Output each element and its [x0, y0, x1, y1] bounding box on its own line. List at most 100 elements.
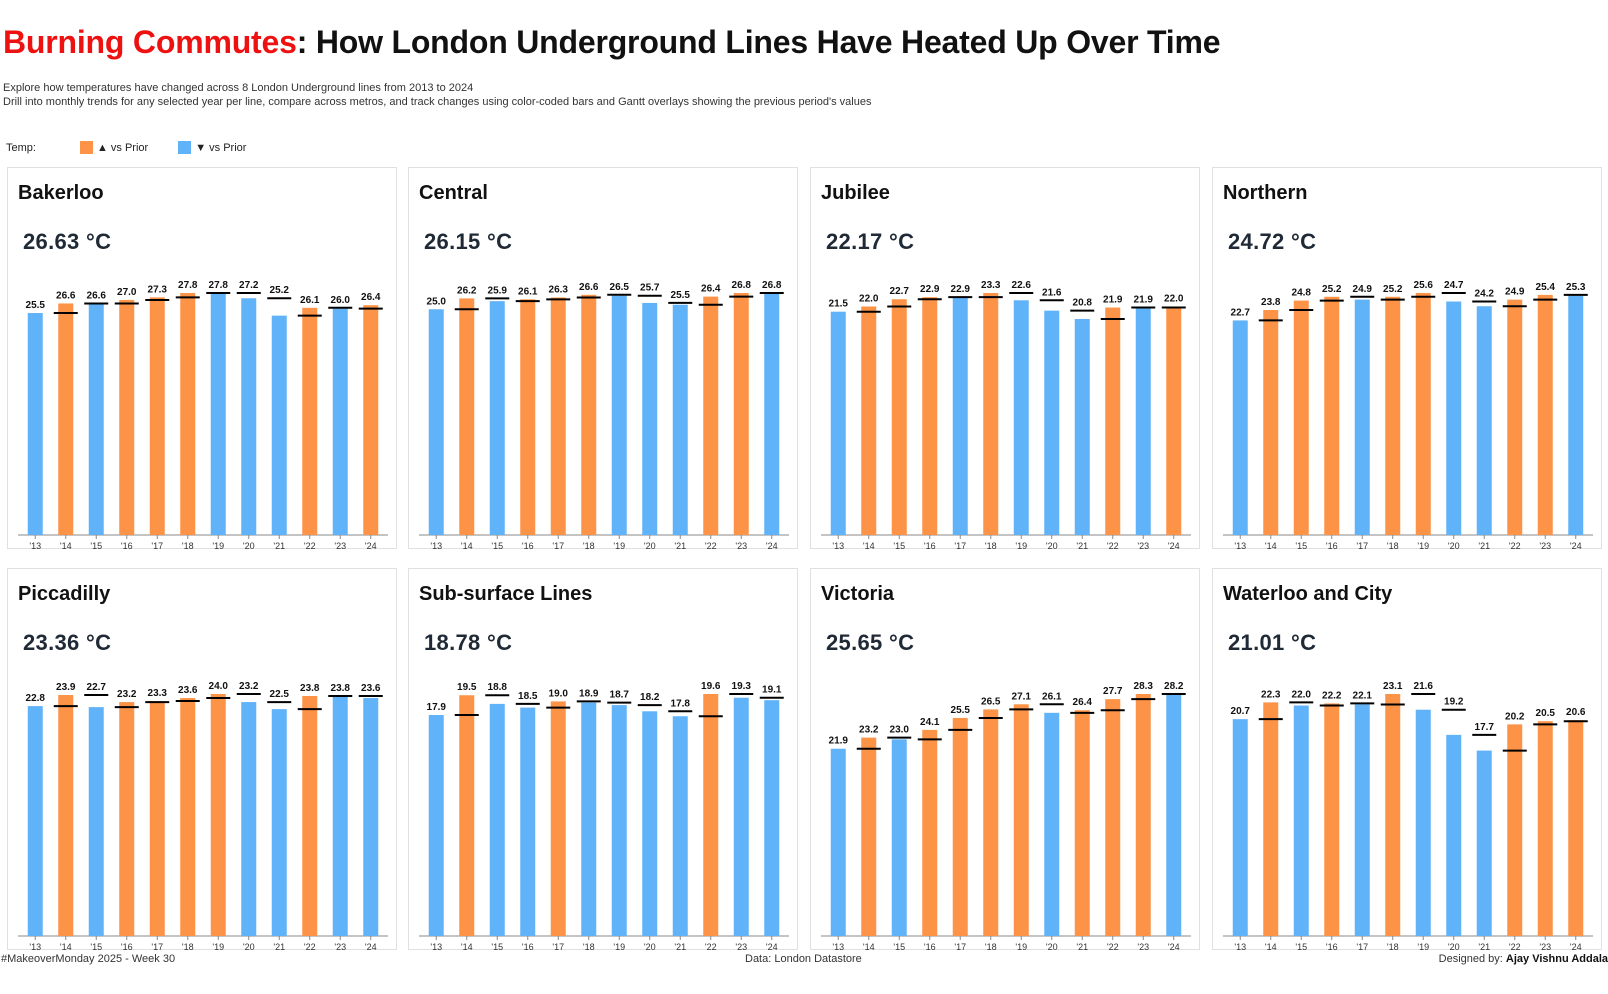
x-tick-label: '22 [304, 541, 316, 550]
bar-15 [489, 301, 505, 535]
x-tick-label: '17 [552, 541, 564, 550]
data-label: 28.3 [1134, 681, 1154, 692]
x-tick-label: '17 [151, 942, 163, 951]
bar-24 [1166, 694, 1182, 936]
x-tick-label: '19 [212, 541, 224, 550]
x-tick-label: '17 [954, 942, 966, 951]
data-label: 18.5 [518, 691, 538, 702]
x-tick-label: '14 [461, 541, 473, 550]
x-tick-label: '18 [1387, 942, 1399, 951]
subtitle-line-2: Drill into monthly trends for any select… [3, 96, 872, 108]
bar-chart: 22.7 '13 23.8 '14 24.8 '15 25.2 '16 24.9 '17 25.2 '… [1223, 280, 1593, 550]
data-label: 18.7 [610, 690, 630, 701]
bar-16 [119, 299, 135, 535]
bar-17 [149, 297, 165, 535]
chart-panel-central: Central 26.15 °C 25.0 '13 26.2 '14 25.9 '15 26.1… [408, 167, 798, 550]
panel-title: Victoria [821, 583, 894, 605]
x-tick-label: '24 [766, 541, 778, 550]
bar-19 [1415, 709, 1431, 936]
bar-chart: 20.7 '13 22.3 '14 22.0 '15 22.2 '16 22.1 '17 23.1 '… [1223, 681, 1593, 951]
data-label: 24.1 [920, 717, 940, 728]
bar-19 [1415, 293, 1431, 535]
data-label: 21.5 [829, 299, 849, 310]
data-label: 23.2 [117, 689, 137, 700]
bar-18 [983, 293, 999, 535]
x-tick-label: '17 [954, 541, 966, 550]
panel-average: 18.78 °C [424, 630, 513, 655]
x-tick-label: '22 [1107, 541, 1119, 550]
panel-average: 26.15 °C [424, 229, 513, 254]
bar-18 [1385, 694, 1401, 936]
x-tick-label: '24 [365, 942, 377, 951]
legend-label: Temp: [6, 141, 36, 154]
data-label: 23.3 [981, 280, 1001, 291]
x-tick-label: '17 [552, 942, 564, 951]
footer-hashtag: #MakeoverMonday 2025 - Week 30 [1, 953, 176, 965]
x-tick-label: '22 [1509, 942, 1521, 951]
bar-17 [1354, 704, 1370, 936]
bar-13 [1232, 320, 1248, 535]
bar-23 [1537, 294, 1553, 535]
data-label: 24.9 [1353, 284, 1373, 295]
x-tick-label: '20 [1046, 541, 1058, 550]
bar-22 [703, 694, 719, 936]
data-label: 19.6 [701, 681, 721, 692]
data-label: 26.0 [331, 295, 351, 306]
data-label: 26.1 [518, 286, 538, 297]
data-label: 23.6 [361, 683, 381, 694]
x-tick-label: '13 [430, 541, 442, 550]
data-label: 17.7 [1475, 722, 1495, 733]
data-label: 26.1 [300, 295, 320, 306]
footer-credit-prefix: Designed by: [1438, 953, 1506, 965]
x-tick-label: '13 [430, 942, 442, 951]
bar-18 [1385, 296, 1401, 535]
x-tick-label: '13 [832, 942, 844, 951]
bar-14 [459, 298, 475, 535]
data-label: 26.1 [1042, 691, 1062, 702]
data-label: 23.3 [148, 688, 168, 699]
x-tick-label: '24 [1168, 942, 1180, 951]
chart-panel-northern: Northern 24.72 °C 22.7 '13 23.8 '14 24.8 '15 25.… [1212, 167, 1602, 550]
panel-average: 23.36 °C [23, 630, 112, 655]
x-tick-label: '16 [522, 942, 534, 951]
data-label: 22.8 [26, 693, 46, 704]
data-label: 26.8 [762, 280, 782, 291]
x-tick-label: '15 [90, 942, 102, 951]
x-tick-label: '13 [1234, 942, 1246, 951]
bar-23 [1537, 721, 1553, 936]
x-tick-label: '20 [1448, 942, 1460, 951]
x-tick-label: '23 [1137, 942, 1149, 951]
data-label: 27.2 [239, 280, 259, 291]
bar-17 [1354, 299, 1370, 535]
bar-21 [271, 709, 287, 936]
data-label: 24.2 [1475, 289, 1495, 300]
data-label: 24.8 [1292, 288, 1312, 299]
data-label: 28.2 [1164, 681, 1184, 692]
chart-panel-sub-surface-lines: Sub-surface Lines 18.78 °C 17.9'13 19.5'14 1… [408, 568, 798, 951]
bar-24 [1568, 720, 1584, 936]
bar-20 [642, 711, 658, 936]
data-label: 26.4 [1073, 697, 1093, 708]
bar-14 [861, 737, 877, 936]
x-tick-label: '14 [863, 541, 875, 550]
x-tick-label: '15 [1295, 541, 1307, 550]
footer-credit-name: Ajay Vishnu Addala [1505, 953, 1608, 965]
data-label: 21.9 [829, 736, 849, 747]
data-label: 18.9 [579, 688, 599, 699]
x-tick-label: '21 [1076, 942, 1088, 951]
legend-down-label: ▼ vs Prior [195, 141, 247, 154]
x-tick-label: '13 [832, 541, 844, 550]
data-label: 23.8 [331, 683, 351, 694]
bar-20 [1446, 301, 1462, 535]
title-highlight: Burning Commutes [3, 24, 297, 60]
data-label: 19.2 [1444, 697, 1464, 708]
data-label: 22.0 [1164, 294, 1184, 305]
bar-19 [1013, 300, 1029, 535]
data-label: 26.3 [549, 285, 569, 296]
x-tick-label: '21 [674, 541, 686, 550]
panel-average: 22.17 °C [826, 229, 915, 254]
bar-15 [891, 739, 907, 936]
data-label: 26.5 [981, 696, 1001, 707]
bar-13 [428, 309, 444, 535]
x-tick-label: '18 [182, 541, 194, 550]
